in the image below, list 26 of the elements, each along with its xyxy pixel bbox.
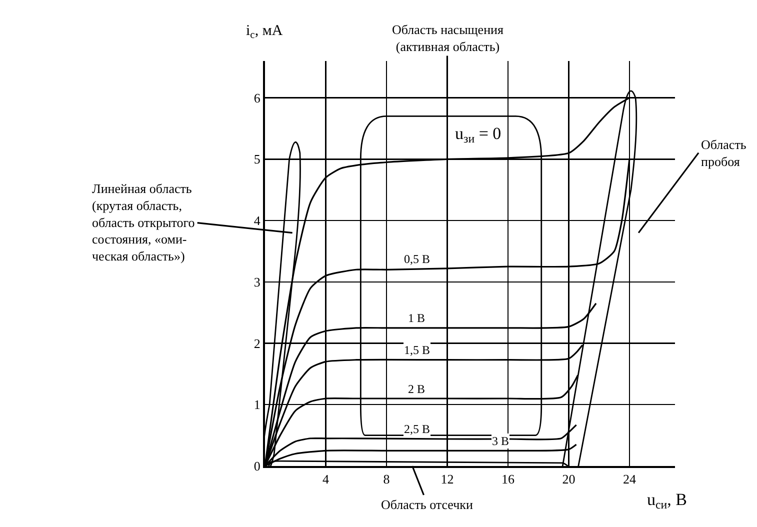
text: Область отсечки xyxy=(381,497,473,512)
series-label: 1,5 В xyxy=(404,343,430,357)
series-label: 2 В xyxy=(408,382,426,396)
y-tick-label: 0 xyxy=(254,458,260,474)
x-tick-label: 24 xyxy=(622,472,636,487)
y-tick-label: 1 xyxy=(254,397,260,412)
x-tick-label: 8 xyxy=(383,472,390,487)
series-label: 1 В xyxy=(408,311,426,325)
text: Линейная область (крутая область, область открытого состояния, «оми- ческая область») xyxy=(92,181,195,264)
x-axis-title: u$_{си}$, В xyxy=(647,490,687,512)
series-label: u$_{зи}$ = 0 xyxy=(455,124,502,146)
y-tick-label: 2 xyxy=(254,336,260,351)
series-label: 2,5 В xyxy=(404,422,430,436)
series-label: 0,5 В xyxy=(404,252,430,266)
x-tick-label: 20 xyxy=(562,472,576,487)
text: Область насыщения (активная область) xyxy=(392,22,504,54)
y-tick-label: 3 xyxy=(254,274,260,290)
y-tick-label: 4 xyxy=(254,213,261,228)
y-tick-label: 5 xyxy=(254,152,260,167)
x-tick-label: 4 xyxy=(322,472,330,487)
series-label: 3 В xyxy=(492,434,510,448)
x-tick-label: 12 xyxy=(440,472,454,487)
text: Область пробоя xyxy=(701,137,746,169)
x-tick-label: 16 xyxy=(501,472,515,487)
y-tick-label: 6 xyxy=(254,90,261,106)
y-axis-title: i$_{с}$, мА xyxy=(246,23,283,42)
